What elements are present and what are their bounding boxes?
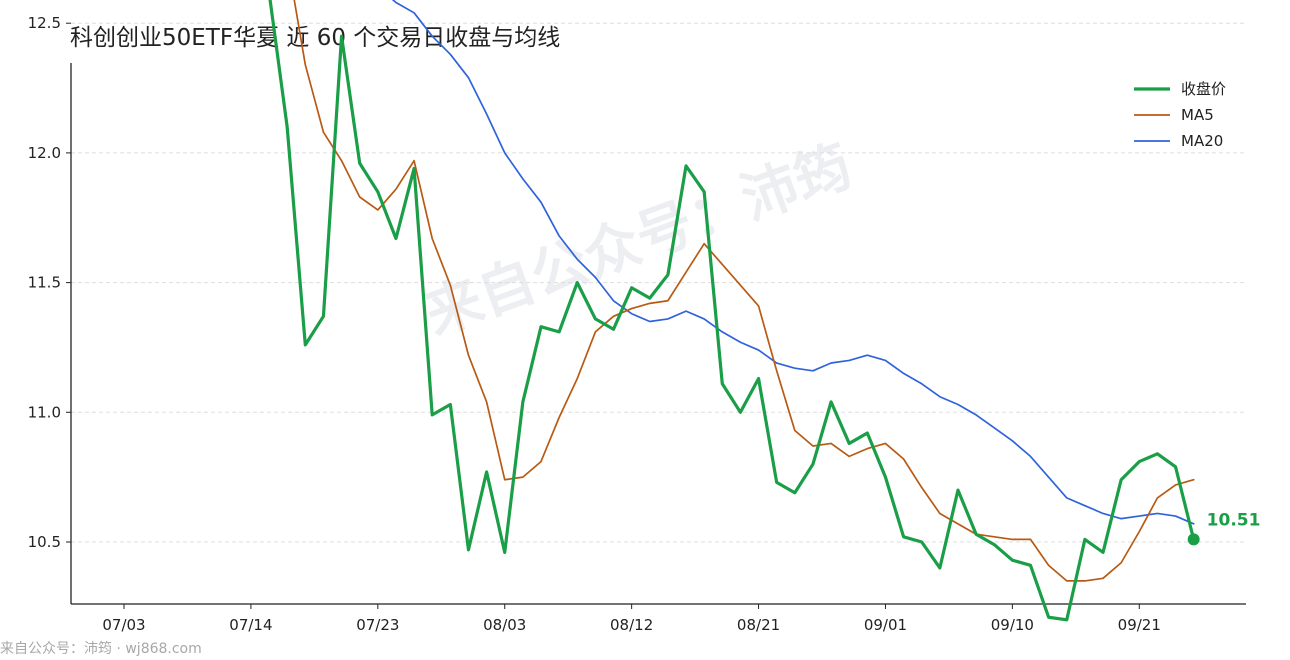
x-tick-label: 07/23: [356, 616, 399, 634]
x-tick-label: 08/03: [483, 616, 526, 634]
last-close-label: 10.51: [1207, 510, 1261, 530]
x-tick-label: 09/10: [991, 616, 1034, 634]
legend-label-close: 收盘价: [1181, 80, 1226, 98]
y-tick-label: 11.0: [28, 403, 61, 421]
x-tick-label: 08/12: [610, 616, 653, 634]
x-tick-label: 08/21: [737, 616, 780, 634]
x-tick-label: 07/03: [102, 616, 145, 634]
y-tick-label: 10.5: [28, 533, 61, 551]
axes: 10.511.011.512.012.513.013.514.007/0307/…: [28, 14, 1246, 634]
legend: 收盘价 MA5 MA20: [1134, 80, 1226, 150]
x-tick-label: 09/01: [864, 616, 907, 634]
series-line-ma20: [391, 0, 1195, 525]
series-line-close: [268, 0, 1196, 622]
x-tick-label: 07/14: [229, 616, 272, 634]
x-tick-label: 09/21: [1118, 616, 1161, 634]
last-close-marker: [1187, 533, 1200, 546]
y-tick-label: 12.5: [28, 14, 61, 32]
legend-label-ma5: MA5: [1181, 106, 1214, 124]
y-tick-label: 11.5: [28, 274, 61, 292]
series-lines: 10.51: [268, 0, 1261, 622]
grid: [71, 22, 1246, 543]
chart-title: 科创创业50ETF华夏 近 60 个交易日收盘与均线: [70, 25, 561, 51]
y-tick-label: 12.0: [28, 144, 61, 162]
legend-label-ma20: MA20: [1181, 132, 1223, 150]
series-line-ma5: [293, 0, 1195, 582]
footer-credit: 来自公众号：沛筠 · wj868.com: [0, 641, 202, 657]
watermark: 来自公众号：沛筠: [417, 133, 860, 347]
